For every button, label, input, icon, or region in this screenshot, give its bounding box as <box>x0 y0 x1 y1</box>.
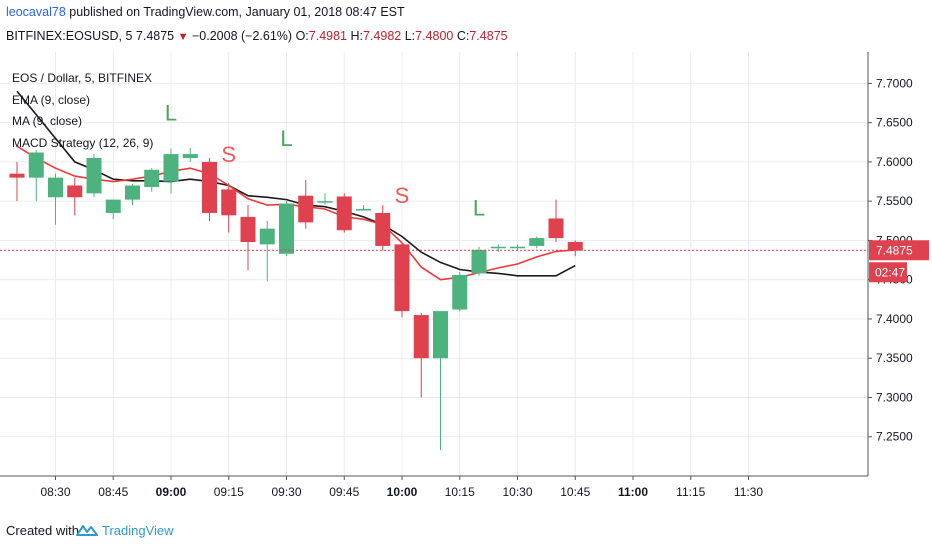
candle-body <box>28 152 44 178</box>
signal-label-short: S <box>395 183 410 208</box>
high-value: 7.4982 <box>362 29 402 43</box>
x-tick-label: 08:45 <box>98 485 128 499</box>
low-label: L: <box>404 29 416 43</box>
countdown-tag <box>869 262 907 283</box>
candle-layer <box>9 147 583 451</box>
signal-label-short: S <box>221 142 236 167</box>
candle-body <box>182 154 198 158</box>
candle-body <box>452 274 468 310</box>
candle-body <box>413 315 429 359</box>
candle-body <box>356 209 371 211</box>
last-price-tag <box>869 240 929 261</box>
candle-body <box>298 195 314 223</box>
candle-body <box>375 212 391 246</box>
signal-label-long: L <box>165 100 177 125</box>
legend-ma[interactable]: MA (9, close) <box>12 114 82 128</box>
close-label: C: <box>456 29 470 43</box>
symbol: BITFINEX:EOSUSD, 5 <box>6 29 133 43</box>
candle-body <box>67 185 83 198</box>
x-tick-label: 09:15 <box>214 485 244 499</box>
signal-label-long: L <box>473 195 485 220</box>
candle-body <box>86 158 102 194</box>
y-tick-label: 7.7000 <box>876 76 913 90</box>
candle-body <box>279 203 294 254</box>
candle-body <box>240 216 256 243</box>
candle-body <box>529 238 545 246</box>
y-tick-label: 7.5500 <box>876 194 913 208</box>
candle-body <box>9 173 25 178</box>
candle-body <box>336 196 352 231</box>
legend: EOS / Dollar, 5, BITFINEX EMA (9, close)… <box>12 71 153 150</box>
down-arrow-icon: ▼ <box>177 31 189 43</box>
tradingview-logo-icon[interactable] <box>76 522 98 538</box>
low-value: 7.4800 <box>415 29 454 43</box>
last-price: 7.4875 <box>135 29 175 43</box>
author-link[interactable]: leocaval78 <box>6 5 66 19</box>
signal-layer: L S L S L <box>165 100 485 220</box>
candle-body <box>548 218 564 239</box>
y-tick-label: 7.4000 <box>876 312 913 326</box>
publish-info: leocaval78 published on TradingView.com,… <box>6 5 405 19</box>
x-tick-label: 09:30 <box>271 485 301 499</box>
y-tick-label: 7.3000 <box>876 390 913 404</box>
x-tick-label: 11:30 <box>734 485 763 499</box>
last-price-tag-label: 7.4875 <box>876 243 913 257</box>
candle-body <box>433 311 448 359</box>
open-value: 7.4981 <box>308 29 347 43</box>
created-with-text: Created with <box>6 523 79 538</box>
countdown-tag-label: 02:47 <box>875 265 905 279</box>
x-tick-label: 10:30 <box>502 485 532 499</box>
candle-body <box>567 242 583 251</box>
y-tick-label: 7.3500 <box>876 351 913 365</box>
price-change: −0.2008 (−2.61%) <box>192 29 293 43</box>
candle-body <box>105 199 121 213</box>
x-axis[interactable]: 08:30 08:45 09:00 09:15 09:30 09:45 10:00 10:15… <box>40 476 763 499</box>
candle-body <box>317 201 333 203</box>
legend-ema[interactable]: EMA (9, close) <box>12 93 90 107</box>
open-label: O: <box>295 29 309 43</box>
candle-body <box>490 246 506 249</box>
candle-body <box>221 189 237 216</box>
candle-body <box>510 246 525 249</box>
candle-body <box>202 161 217 213</box>
signal-label-long: L <box>280 126 292 151</box>
high-label: H: <box>350 29 363 43</box>
candle-body <box>144 169 160 188</box>
x-tick-label: 11:15 <box>676 485 705 499</box>
candle-body <box>163 154 179 182</box>
y-tick-label: 7.6000 <box>876 155 913 169</box>
candle-body <box>394 244 410 312</box>
candle-body <box>259 228 275 245</box>
x-tick-label: 08:30 <box>40 485 70 499</box>
candle-body <box>48 177 63 198</box>
x-tick-label: 09:00 <box>156 485 187 499</box>
candle-body <box>471 249 487 274</box>
candle-body <box>125 185 140 200</box>
close-value: 7.4875 <box>469 29 508 43</box>
legend-strategy[interactable]: MACD Strategy (12, 26, 9) <box>12 136 153 150</box>
x-tick-label: 10:00 <box>387 485 418 499</box>
symbol-info: BITFINEX:EOSUSD, 5 7.4875 ▼ −0.2008 (−2.… <box>6 29 508 43</box>
x-tick-label: 10:15 <box>445 485 475 499</box>
y-tick-label: 7.2500 <box>876 430 913 444</box>
price-tags: 7.4875 02:47 <box>869 240 929 283</box>
grid <box>0 52 868 476</box>
y-tick-label: 7.6500 <box>876 116 913 130</box>
legend-title: EOS / Dollar, 5, BITFINEX <box>12 71 152 85</box>
x-tick-label: 09:45 <box>329 485 359 499</box>
footer: Created with TradingView <box>0 512 932 550</box>
x-tick-label: 11:00 <box>618 485 648 499</box>
x-tick-label: 10:45 <box>560 485 590 499</box>
published-text: published on TradingView.com, January 01… <box>65 5 405 19</box>
tradingview-brand[interactable]: TradingView <box>102 523 174 538</box>
